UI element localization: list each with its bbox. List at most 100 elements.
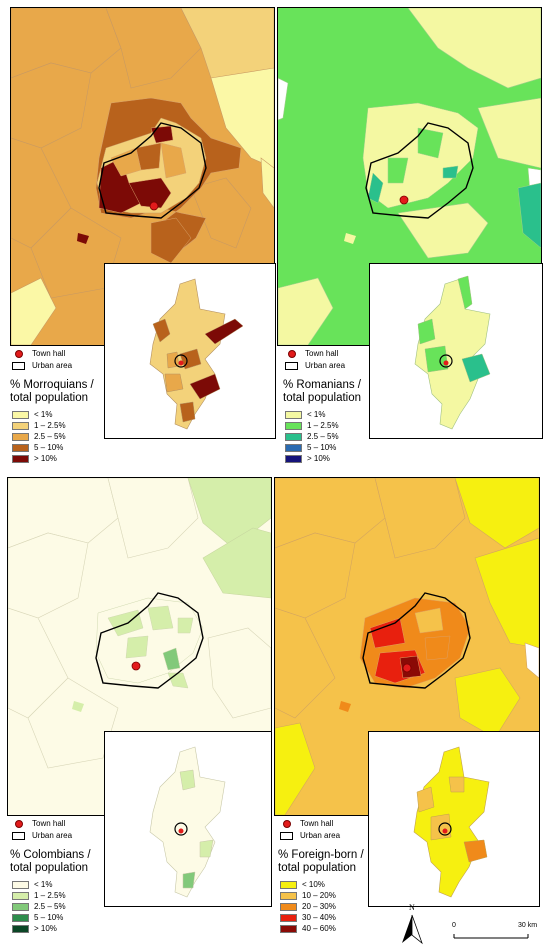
urban-area-outline-icon (12, 362, 25, 370)
legend-item: > 10% (10, 454, 110, 465)
legend-item: < 1% (10, 410, 110, 421)
urban-area-outline-icon (285, 362, 298, 370)
legend-label: 20 – 30% (302, 902, 336, 911)
legend-label: > 10% (307, 454, 330, 463)
town-hall-label: Town hall (32, 819, 66, 828)
town-hall-label: Town hall (300, 819, 334, 828)
map-morroquians[interactable] (10, 7, 275, 346)
legend-morroquians: Town hall Urban area % Morroquians / tot… (10, 349, 110, 465)
legend-title-line1: % Colombians / (10, 849, 91, 861)
scale-bar-line (453, 934, 529, 939)
legend-title-line2: total population (10, 862, 89, 874)
legend-label: 5 – 10% (307, 443, 337, 452)
legend-item: < 1% (10, 880, 110, 891)
legend-item: 1 – 2.5% (10, 421, 110, 432)
legend-label: 1 – 2.5% (307, 421, 339, 430)
legend-swatch (12, 881, 29, 889)
legend-label: 2.5 – 5% (34, 902, 66, 911)
town-hall-marker-icon (288, 350, 296, 358)
legend-swatch (285, 455, 302, 463)
legend-label: 30 – 40% (302, 913, 336, 922)
legend-swatch (12, 411, 29, 419)
legend-item: 5 – 10% (10, 913, 110, 924)
inset-foreign-born[interactable] (368, 731, 540, 907)
legend-title-line2: total population (278, 862, 357, 874)
urban-area-outline-icon (280, 832, 293, 840)
legend-label: 40 – 60% (302, 924, 336, 933)
urban-area-label: Urban area (305, 361, 346, 370)
legend-title: % Morroquians / total population (10, 379, 110, 405)
north-arrow: N (400, 903, 430, 947)
legend-item: > 10% (283, 454, 383, 465)
town-hall-marker-icon (283, 820, 291, 828)
inset-morroquians-svg (149, 278, 244, 430)
scale-bar: 0 30 km (446, 912, 546, 942)
legend-label: 10 – 20% (302, 891, 336, 900)
inset-morroquians[interactable] (104, 263, 276, 439)
legend-title: % Colombians / total population (10, 849, 110, 875)
urban-area-label: Urban area (32, 831, 73, 840)
legend-item: 10 – 20% (278, 891, 388, 902)
inset-colombians[interactable] (104, 731, 272, 907)
urban-area-label: Urban area (32, 361, 73, 370)
scale-start-label: 0 (452, 922, 456, 929)
legend-swatch (285, 444, 302, 452)
legend-item: 30 – 40% (278, 913, 388, 924)
legend-label: 2.5 – 5% (34, 432, 66, 441)
legend-title-line1: % Foreign-born / (278, 849, 364, 861)
legend-item: > 10% (10, 924, 110, 935)
legend-item: 5 – 10% (10, 443, 110, 454)
town-hall-marker-icon (15, 820, 23, 828)
legend-romanians: Town hall Urban area % Romanians / total… (283, 349, 383, 465)
legend-colombians: Town hall Urban area % Colombians / tota… (10, 819, 110, 935)
legend-item: < 1% (283, 410, 383, 421)
legend-item: 40 – 60% (278, 924, 388, 935)
legend-label: 2.5 – 5% (307, 432, 339, 441)
legend-swatch (280, 881, 297, 889)
legend-label: < 10% (302, 880, 325, 889)
legend-title-line1: % Morroquians / (10, 379, 94, 391)
legend-item: 2.5 – 5% (10, 902, 110, 913)
urban-area-label: Urban area (300, 831, 341, 840)
legend-item: 2.5 – 5% (283, 432, 383, 443)
legend-swatch (280, 914, 297, 922)
inset-foreign-born-svg (413, 746, 490, 898)
legend-foreign-born: Town hall Urban area % Foreign-born / to… (278, 819, 388, 935)
town-hall-label: Town hall (32, 349, 66, 358)
legend-swatch (285, 422, 302, 430)
legend-label: < 1% (307, 410, 326, 419)
legend-swatch (280, 925, 297, 933)
scale-end-label: 30 km (518, 922, 538, 929)
legend-swatch (280, 892, 297, 900)
legend-label: 1 – 2.5% (34, 421, 66, 430)
legend-label: < 1% (34, 880, 53, 889)
legend-item: 1 – 2.5% (283, 421, 383, 432)
legend-swatch (12, 903, 29, 911)
legend-swatch (12, 433, 29, 441)
inset-romanians[interactable] (369, 263, 543, 439)
legend-swatch (12, 892, 29, 900)
map-romanians[interactable] (277, 7, 542, 346)
legend-swatch (285, 411, 302, 419)
legend-swatch (12, 914, 29, 922)
legend-label: 1 – 2.5% (34, 891, 66, 900)
north-arrow-icon (402, 914, 423, 945)
legend-item: 1 – 2.5% (10, 891, 110, 902)
town-hall-marker-icon (15, 350, 23, 358)
legend-swatch (285, 433, 302, 441)
legend-swatch (12, 422, 29, 430)
urban-area-outline-icon (12, 832, 25, 840)
north-label: N (409, 903, 415, 912)
legend-swatch (280, 903, 297, 911)
legend-title-line2: total population (283, 392, 362, 404)
legend-label: > 10% (34, 454, 57, 463)
legend-title-line1: % Romanians / (283, 379, 361, 391)
legend-swatch (12, 444, 29, 452)
legend-title-line2: total population (10, 392, 89, 404)
legend-item: < 10% (278, 880, 388, 891)
legend-title: % Foreign-born / total population (278, 849, 388, 875)
legend-swatch (12, 925, 29, 933)
legend-item: 5 – 10% (283, 443, 383, 454)
legend-title: % Romanians / total population (283, 379, 383, 405)
legend-swatch (12, 455, 29, 463)
